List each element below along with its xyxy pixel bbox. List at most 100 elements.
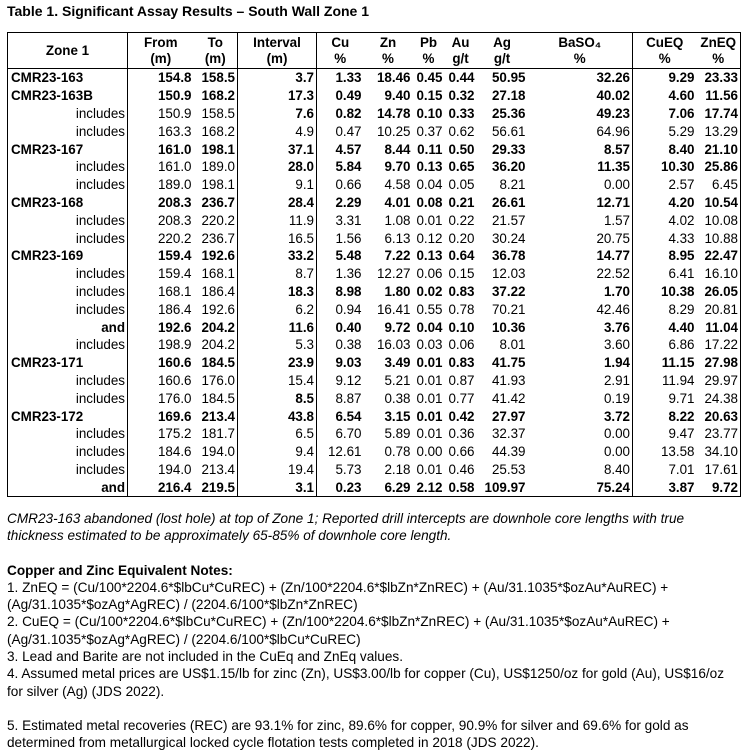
cell-baso4: 14.77 [596,248,630,264]
cell-from: 150.9 [127,86,194,105]
table-row: includes 176.0 184.5 8.5 8.87 0.38 0.01 0.77 41.… [8,389,741,408]
cell-zone: and [101,479,125,495]
cell-baso4: 40.02 [596,88,630,104]
cell-to: 213.4 [201,408,235,424]
header-zn: Zn% [363,32,413,69]
cell-zone: CMR23-172 [11,408,84,424]
cell-cu: 0.47 [316,122,364,141]
cell-cu: 6.70 [316,424,364,443]
cell-au: 0.50 [448,141,475,157]
cell-interval: 33.2 [237,246,317,265]
cell-cu: 3.31 [316,211,364,230]
cell-ag: 109.97 [484,479,526,495]
cell-interval: 5.3 [237,335,317,354]
cell-zone: includes [75,301,125,317]
cell-cu: 0.49 [316,86,364,105]
cell-cu: 12.61 [316,442,364,461]
cell-zone: CMR23-169 [11,248,84,264]
table-row: includes 175.2 181.7 6.5 6.70 5.89 0.01 0.36 32.… [8,424,741,443]
table-row: and 216.4 219.5 3.1 0.23 6.29 2.12 0.58 109.97 75… [8,478,741,497]
cell-to: 181.7 [201,426,235,442]
cell-cueq: 4.02 [632,211,697,230]
cell-from: 189.0 [127,175,194,194]
cell-zneq: 9.72 [711,479,738,495]
cell-pb: 0.01 [416,390,443,406]
cell-zn: 5.21 [384,372,411,388]
table-row: includes 163.3 168.2 4.9 0.47 10.25 0.37 0.62 56… [8,122,741,141]
cell-zneq: 23.77 [704,426,738,442]
cell-from: 198.9 [127,335,194,354]
cell-to: 236.7 [201,194,235,210]
note-3: 3. Lead and Barite are not included in t… [7,649,403,665]
cell-au: 0.22 [448,212,475,228]
header-au-unit: g/t [452,50,469,66]
cell-cueq: 10.38 [632,282,697,301]
cell-from: 175.2 [127,424,194,443]
cell-interval: 3.7 [237,68,317,87]
cell-pb: 0.00 [416,444,443,460]
cell-cu: 9.03 [316,353,364,372]
cell-to: 198.1 [201,141,235,157]
cell-au: 0.06 [448,337,475,353]
cell-zn: 1.08 [384,212,411,228]
cell-zone: includes [75,390,125,406]
table-row: CMR23-163B 150.9 168.2 17.3 0.49 9.40 0.15 0.32… [8,86,741,105]
cell-zneq: 16.10 [704,266,738,282]
cell-au: 0.33 [448,105,475,121]
cell-baso4: 3.60 [603,337,630,353]
cell-zneq: 23.33 [704,70,738,86]
cell-zneq: 13.29 [704,123,738,139]
cell-zone: includes [75,123,125,139]
cell-ag: 8.21 [499,177,526,193]
cell-from: 220.2 [127,229,194,247]
cell-zone: includes [75,105,125,121]
table-row: CMR23-172 169.6 213.4 43.8 6.54 3.15 0.01 0.42 2… [8,407,741,425]
cell-zn: 4.58 [384,177,411,193]
cell-from: 161.0 [127,140,194,158]
cell-cueq: 8.95 [632,246,697,265]
cell-pb: 0.04 [416,177,443,193]
cell-from: 169.6 [127,407,194,425]
cell-baso4: 8.57 [603,141,630,157]
cell-zneq: 24.38 [704,390,738,406]
header-to-unit: (m) [204,50,226,66]
cell-from: 192.6 [127,318,194,336]
cell-to: 219.5 [201,479,235,495]
cell-baso4: 1.70 [603,283,630,299]
cell-baso4: 12.71 [596,194,630,210]
cell-pb: 0.04 [416,319,443,335]
cell-zneq: 17.22 [704,337,738,353]
cell-zneq: 10.08 [704,212,738,228]
cell-zneq: 26.05 [704,283,738,299]
cell-ag: 36.20 [491,159,526,175]
cell-cueq: 4.40 [632,318,697,336]
cell-au: 0.36 [448,426,475,442]
cell-zone: includes [75,212,125,228]
cell-pb: 0.01 [416,426,443,442]
cell-interval: 8.7 [237,264,317,283]
table-row: includes 150.9 158.5 7.6 0.82 14.78 0.10 0.33 25… [8,104,741,123]
cell-cueq: 4.60 [632,86,697,105]
cell-zneq: 34.10 [704,444,738,460]
cell-pb: 0.01 [416,372,443,388]
cell-ag: 25.36 [491,105,526,121]
cell-cueq: 9.71 [632,389,697,408]
cell-zn: 14.78 [376,105,411,121]
cell-ag: 36.78 [491,248,526,264]
header-baso4-unit: % [573,50,586,66]
cell-pb: 0.12 [416,230,443,246]
table-row: includes 184.6 194.0 9.4 12.61 0.78 0.00 0.66 44… [8,442,741,461]
cell-interval: 28.0 [237,157,317,176]
cell-zneq: 17.74 [704,105,738,121]
cell-from: 194.0 [127,460,194,479]
cell-to: 189.0 [201,159,235,175]
cell-au: 0.05 [448,177,475,193]
cell-ag: 44.39 [491,444,526,460]
table-row: CMR23-163 154.8 158.5 3.7 1.33 18.46 0.45 0.44 5… [8,68,741,87]
cell-au: 0.32 [448,88,475,104]
cell-zneq: 20.63 [704,408,738,424]
cell-zn: 5.89 [384,426,411,442]
table-row: includes 189.0 198.1 9.1 0.66 4.58 0.04 0.05 8.2… [8,175,741,194]
cell-zone: CMR23-168 [11,194,84,210]
cell-zn: 7.22 [384,248,411,264]
